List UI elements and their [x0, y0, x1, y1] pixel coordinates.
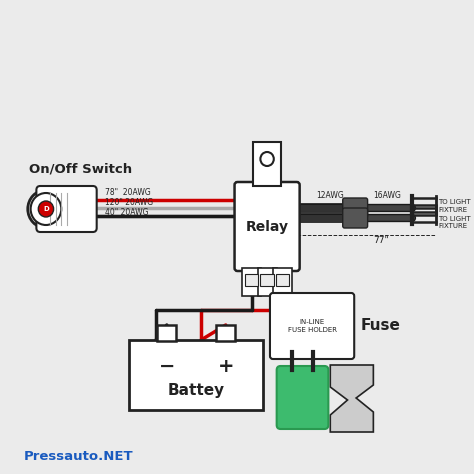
Text: 16AWG: 16AWG — [374, 191, 401, 200]
Text: Battey: Battey — [168, 383, 225, 398]
Text: +: + — [218, 357, 234, 376]
FancyBboxPatch shape — [277, 366, 328, 429]
FancyBboxPatch shape — [343, 198, 368, 218]
Text: IN-LINE
FUSE HOLDER: IN-LINE FUSE HOLDER — [288, 319, 337, 333]
Circle shape — [31, 193, 61, 225]
FancyBboxPatch shape — [343, 208, 368, 228]
Bar — [242, 268, 261, 296]
Text: 12AWG: 12AWG — [316, 191, 344, 200]
Bar — [157, 325, 176, 341]
Text: TO LIGHT
FIXTURE: TO LIGHT FIXTURE — [438, 200, 471, 212]
Bar — [257, 268, 277, 296]
Bar — [260, 274, 274, 286]
Text: Pressauto.NET: Pressauto.NET — [24, 450, 134, 463]
Text: 77": 77" — [374, 236, 389, 245]
Bar — [129, 340, 263, 410]
Text: Fuse: Fuse — [361, 319, 401, 334]
Text: Relay: Relay — [246, 219, 289, 234]
Bar — [273, 268, 292, 296]
Text: 40" 20AWG: 40" 20AWG — [105, 208, 149, 217]
Bar — [276, 274, 289, 286]
Text: TO LIGHT
FIXTURE: TO LIGHT FIXTURE — [438, 216, 471, 228]
Text: −: − — [159, 357, 175, 376]
FancyBboxPatch shape — [270, 293, 354, 359]
Bar — [245, 274, 258, 286]
FancyBboxPatch shape — [235, 182, 300, 271]
Polygon shape — [330, 365, 374, 432]
Text: 78"  20AWG: 78" 20AWG — [105, 188, 151, 197]
Circle shape — [38, 201, 54, 217]
FancyBboxPatch shape — [36, 186, 97, 232]
Text: On/Off Switch: On/Off Switch — [29, 163, 132, 176]
FancyBboxPatch shape — [253, 142, 282, 186]
Bar — [216, 325, 235, 341]
Text: 120" 20AWG: 120" 20AWG — [105, 198, 154, 207]
Text: D: D — [43, 206, 49, 212]
